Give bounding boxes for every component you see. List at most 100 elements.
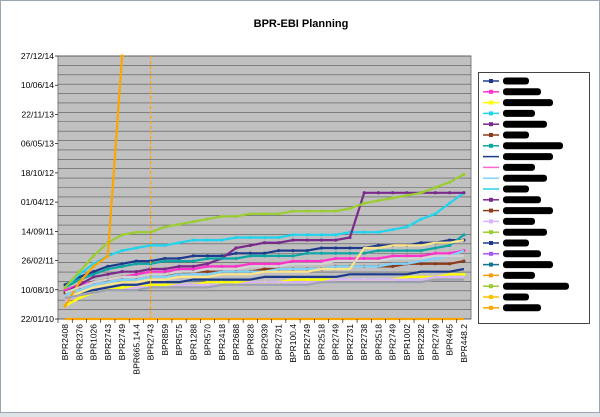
legend-marker xyxy=(489,284,493,289)
legend-marker xyxy=(489,262,493,267)
legend-label-redacted xyxy=(503,293,529,301)
legend-label-redacted xyxy=(503,185,529,193)
series-point xyxy=(348,251,352,255)
x-tick-label: BPR2518 xyxy=(373,324,383,361)
x-tick-label: BPR2282 xyxy=(416,324,426,361)
series-point xyxy=(234,280,238,284)
legend-label-redacted xyxy=(503,120,547,128)
series-point xyxy=(92,254,96,258)
x-tick-label: BPR2743 xyxy=(103,324,113,361)
series-point xyxy=(106,272,110,276)
x-tick-label: BPR2518 xyxy=(316,324,326,361)
x-tick-label: BPR1288 xyxy=(188,324,198,361)
series-point xyxy=(277,254,281,258)
legend-label-redacted xyxy=(503,153,553,161)
legend-label-redacted xyxy=(503,282,569,290)
series-point xyxy=(177,267,181,271)
series-point xyxy=(348,235,352,240)
series-point xyxy=(120,262,124,266)
series-point xyxy=(391,196,395,200)
series-point xyxy=(376,256,381,261)
legend-label-redacted xyxy=(503,131,529,139)
series-point xyxy=(419,191,423,195)
legend-label-redacted xyxy=(503,174,547,182)
legend-label-redacted xyxy=(503,239,529,247)
legend-marker xyxy=(489,111,493,116)
chart-title: BPR-EBI Planning xyxy=(254,18,349,30)
plot-area xyxy=(57,54,472,321)
series-point xyxy=(220,256,224,261)
series-point xyxy=(419,241,423,245)
series-point xyxy=(134,272,138,276)
series-line xyxy=(64,239,465,300)
series-point xyxy=(419,217,423,221)
series-point xyxy=(433,185,437,190)
legend-marker xyxy=(489,89,493,94)
series-point xyxy=(234,251,238,255)
legend-marker xyxy=(489,251,493,256)
x-tick-label: BPR2749 xyxy=(331,324,341,361)
legend-marker xyxy=(489,100,493,105)
series-point xyxy=(462,191,466,195)
series-point xyxy=(448,251,452,255)
series-point xyxy=(362,251,366,255)
series-point xyxy=(277,249,281,253)
series-point xyxy=(220,214,224,219)
series-point xyxy=(106,254,110,258)
series-point xyxy=(305,249,309,253)
x-tick-label: BPR2743 xyxy=(146,324,156,361)
series-point xyxy=(191,238,195,242)
y-tick-label: 26/02/11 xyxy=(22,256,55,266)
x-tick-label: BPR828 xyxy=(245,324,255,356)
series-point xyxy=(77,270,81,274)
series-point xyxy=(291,233,295,237)
y-axis: 27/12/14 10/06/14 22/11/13 06/05/13 18/10/12… xyxy=(21,51,58,324)
y-tick-label: 01/04/12 xyxy=(21,197,54,207)
series-point xyxy=(205,270,210,274)
legend-marker xyxy=(489,197,493,202)
series-line xyxy=(64,275,464,302)
legend-label-redacted xyxy=(503,163,535,171)
series-point xyxy=(262,212,267,216)
series-point xyxy=(191,264,195,268)
series-point xyxy=(391,249,395,253)
series-point xyxy=(405,191,409,195)
series-point xyxy=(362,230,366,234)
series-point xyxy=(319,246,324,250)
series-point xyxy=(148,267,153,271)
series-point xyxy=(248,254,252,258)
series-point xyxy=(191,267,195,271)
series-point xyxy=(134,246,138,250)
series-point xyxy=(234,214,238,219)
legend-label-redacted xyxy=(503,99,553,107)
x-tick-label: BPR2939 xyxy=(260,324,270,361)
series-point xyxy=(177,264,181,268)
series-point xyxy=(220,264,224,268)
series-point xyxy=(262,267,267,271)
series-point xyxy=(448,238,452,242)
series-point xyxy=(376,230,381,234)
series-point xyxy=(205,280,210,284)
legend-label-redacted xyxy=(503,88,541,96)
legend-marker xyxy=(489,305,493,310)
x-tick-label: BPR2408 xyxy=(60,324,70,361)
series-point xyxy=(419,249,423,253)
series-point xyxy=(63,288,67,292)
series-point xyxy=(319,233,324,237)
series-point xyxy=(205,256,210,261)
series-point xyxy=(291,209,295,213)
legend-label-redacted xyxy=(503,196,541,204)
series-point xyxy=(262,251,267,255)
x-tick-label: BPR2749 xyxy=(302,324,312,361)
series-point xyxy=(405,249,409,253)
legend-graphics xyxy=(483,77,569,312)
y-tick-label: 22/01/10 xyxy=(21,314,54,324)
series-point xyxy=(163,267,167,271)
series-point xyxy=(134,262,138,266)
series-point xyxy=(248,251,252,255)
series-point xyxy=(148,283,153,287)
series-point xyxy=(362,201,366,205)
series-point xyxy=(319,238,324,242)
series-point xyxy=(205,238,210,242)
